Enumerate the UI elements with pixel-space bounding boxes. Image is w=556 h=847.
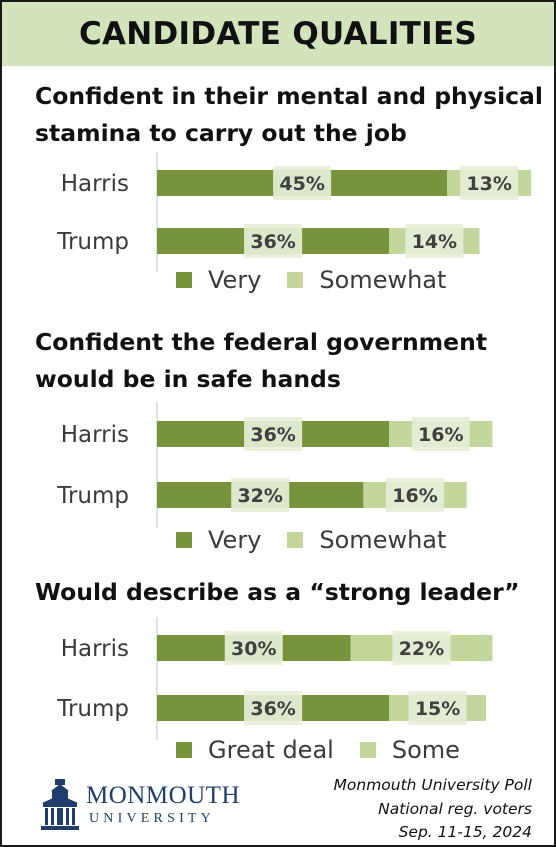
category-label-harris: Harris (61, 636, 129, 662)
question-1-title: Confident in their mental and physical s… (35, 82, 543, 147)
category-label-harris: Harris (61, 422, 129, 448)
legend-2: Very Somewhat (176, 525, 472, 555)
data-label-bg (224, 631, 283, 665)
legend-label: Somewhat (319, 266, 447, 294)
source-line-1: Monmouth University Poll (333, 776, 532, 794)
legend-swatch-great-deal (176, 742, 192, 758)
question-3-title: Would describe as a “strong leader” (35, 578, 520, 606)
data-label: 45% (279, 173, 324, 195)
chart-1: Harris 45% 13% Trump 36% 14% (2, 152, 554, 274)
legend-item-somewhat: Somewhat (287, 526, 446, 554)
university-building-icon (41, 779, 79, 830)
data-label-bg (244, 691, 303, 725)
data-label-bg (273, 166, 332, 200)
legend-label: Great deal (208, 736, 334, 764)
legend-swatch-some (359, 742, 376, 758)
data-label-bg (231, 478, 290, 512)
chart-2: Harris 36% 16% Trump 32% 16% (2, 402, 554, 530)
data-label: 36% (250, 698, 295, 720)
chart-3: Harris 30% 22% Trump 36% 15% (2, 617, 554, 742)
data-label-bg (460, 166, 519, 200)
question-2-title: Confident the federal government would b… (35, 328, 488, 393)
main-title: CANDIDATE QUALITIES (78, 16, 478, 52)
data-label: 30% (231, 638, 276, 660)
logo-name: MONMOUTH (86, 782, 240, 809)
legend-item-very: Very (176, 266, 261, 294)
data-label-bg (408, 691, 467, 725)
source-line-3: Sep. 11-15, 2024 (398, 823, 532, 841)
legend-item-very: Very (176, 526, 261, 554)
data-label-bg (244, 417, 303, 451)
data-label: 14% (412, 231, 457, 253)
chart-1-svg: Harris 45% 13% Trump 36% 14% (56, 152, 532, 272)
data-label: 13% (466, 173, 511, 195)
chart-2-svg: Harris 36% 16% Trump 32% 16% (56, 402, 493, 528)
category-label-harris: Harris (61, 171, 129, 197)
category-label-trump: Trump (56, 483, 129, 509)
legend-label: Somewhat (319, 526, 447, 554)
legend-item-some: Some (359, 736, 460, 764)
data-label-bg (386, 478, 444, 512)
legend-swatch-very (176, 272, 192, 288)
legend-3: Great deal Some (176, 735, 486, 765)
data-label-bg (411, 417, 470, 451)
source-note: Monmouth University Poll National reg. v… (334, 774, 532, 845)
logo-subtitle: UNIVERSITY (89, 811, 215, 826)
legend-label: Some (391, 736, 460, 764)
data-label: 22% (399, 638, 444, 660)
monmouth-logo: MONMOUTH UNIVERSITY (40, 777, 260, 837)
data-label: 32% (237, 485, 282, 507)
title-banner: CANDIDATE QUALITIES (2, 2, 554, 66)
data-label: 16% (392, 485, 437, 507)
data-label-bg (392, 631, 451, 665)
legend-swatch-very (176, 532, 192, 548)
legend-label: Very (208, 266, 262, 294)
data-label: 15% (415, 698, 460, 720)
legend-swatch-somewhat (287, 272, 304, 288)
data-label: 36% (250, 231, 295, 253)
chart-3-svg: Harris 30% 22% Trump 36% 15% (56, 617, 493, 740)
data-label: 16% (418, 424, 463, 446)
legend-1: Very Somewhat (176, 265, 472, 295)
data-label-bg (244, 224, 303, 258)
legend-label: Very (208, 526, 262, 554)
legend-item-great-deal: Great deal (176, 736, 334, 764)
legend-swatch-somewhat (287, 532, 304, 548)
data-label: 36% (250, 424, 295, 446)
source-line-2: National reg. voters (378, 799, 532, 818)
category-label-trump: Trump (56, 696, 129, 722)
data-label-bg (405, 224, 464, 258)
category-label-trump: Trump (56, 229, 129, 255)
legend-item-somewhat: Somewhat (287, 266, 446, 294)
